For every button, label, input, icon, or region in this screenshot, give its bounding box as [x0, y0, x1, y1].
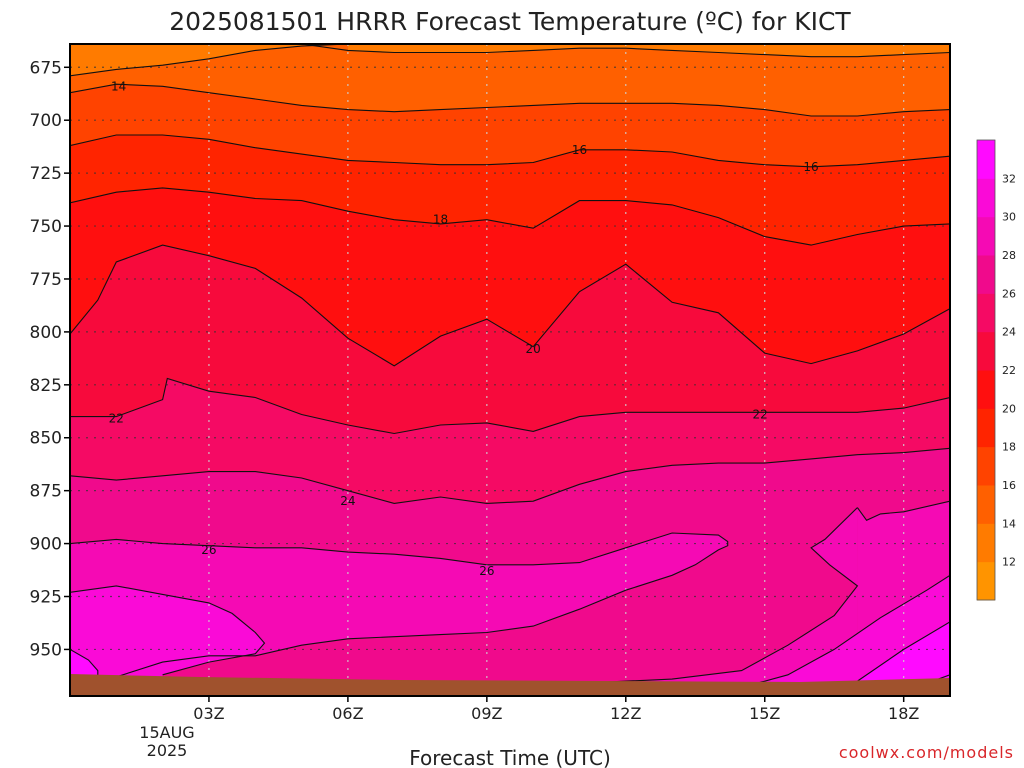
contour-line-22: [70, 244, 950, 367]
colorbar-label: 20: [1002, 402, 1016, 415]
colorbar-frame: [976, 139, 996, 601]
contour-lines: [70, 44, 950, 689]
x-axis: 03Z 06Z 09Z 12Z 15Z 18Z: [193, 696, 919, 723]
colorbar-label: 12: [1002, 556, 1016, 569]
contour-line-14: [70, 44, 348, 77]
y-tick-label: 800: [30, 323, 62, 343]
colorbar-swatch: [977, 255, 995, 294]
contour-line-24: [70, 377, 950, 435]
colorbar-swatch: [977, 446, 995, 486]
colorbar-swatch: [977, 523, 995, 563]
contour-line-20: [70, 187, 950, 246]
contour-line-30: [70, 585, 266, 676]
grid-lines: [70, 44, 950, 696]
colorbar-swatch: [977, 485, 995, 524]
contour-line-26: [70, 447, 950, 504]
plot-frame: [69, 43, 951, 697]
contour-label: 22: [752, 407, 767, 421]
contour-label: 18: [433, 213, 448, 227]
contour-line-32: [847, 621, 950, 688]
temperature-band-fill: [70, 585, 265, 696]
x-tick-label: 15Z: [749, 704, 780, 723]
temperature-band-fill: [848, 621, 950, 696]
plot-area: 14 16 16 18 20 22 22 24 26 26: [70, 44, 950, 696]
contour-label: 16: [803, 160, 818, 174]
y-tick-label: 875: [30, 482, 62, 502]
filled-contours: [70, 44, 950, 696]
y-tick-label: 950: [30, 640, 62, 660]
y-tick-label: 925: [30, 588, 62, 608]
contour-line-30: [741, 574, 950, 689]
y-axis: 675 700 725 750 775 800 825 850 875 900 925 950: [30, 58, 70, 660]
credit-label: coolwx.com/models: [839, 743, 1014, 762]
contour-label: 20: [526, 342, 541, 356]
colorbar: 12 14 16 18 20 22 24 26 28 30 32: [976, 139, 1016, 601]
colorbar-label: 28: [1002, 249, 1016, 262]
colorbar-swatch: [977, 331, 995, 371]
temperature-band-fill: [579, 507, 858, 696]
contour-line-16: [70, 83, 950, 117]
colorbar-label: 22: [1002, 364, 1016, 377]
contour-line-18: [70, 134, 950, 168]
y-tick-label: 700: [30, 111, 62, 131]
colorbar-label: 30: [1002, 211, 1016, 224]
y-tick-label: 825: [30, 376, 62, 396]
terrain-ground: [70, 674, 950, 696]
x-tick-label: 09Z: [471, 704, 502, 723]
contour-line-14: [301, 44, 950, 58]
colorbar-swatch: [977, 408, 995, 448]
colorbar-swatch: [977, 561, 995, 601]
x-axis-label: Forecast Time (UTC): [409, 746, 611, 768]
colorbar-label: 18: [1002, 441, 1016, 454]
y-tick-label: 725: [30, 164, 62, 184]
colorbar-swatch: [977, 178, 995, 218]
date-label-year: 2025: [147, 741, 188, 760]
contour-label: 26: [201, 543, 216, 557]
contour-label: 14: [111, 79, 126, 93]
colorbar-label: 32: [1002, 172, 1016, 185]
y-tick-label: 750: [30, 217, 62, 237]
contour-label: 22: [109, 412, 124, 426]
x-tick-label: 06Z: [332, 704, 363, 723]
date-label-day: 15AUG: [139, 723, 194, 742]
colorbar-label: 24: [1002, 326, 1016, 339]
colorbar-swatch: [977, 140, 995, 179]
contour-line-28: [70, 532, 729, 678]
contour-line-28: [856, 500, 950, 521]
contour-label: 16: [572, 143, 587, 157]
y-tick-label: 775: [30, 270, 62, 290]
y-tick-label: 900: [30, 535, 62, 555]
colorbar-swatch: [977, 370, 995, 409]
x-tick-label: 18Z: [888, 704, 919, 723]
y-tick-label: 675: [30, 58, 62, 78]
contour-label: 24: [340, 494, 355, 508]
x-tick-label: 03Z: [193, 704, 224, 723]
y-tick-label: 850: [30, 429, 62, 449]
colorbar-label: 14: [1002, 517, 1016, 530]
x-tick-label: 12Z: [610, 704, 641, 723]
contour-label: 26: [479, 564, 494, 578]
contour-line-28: [579, 507, 859, 684]
chart-title: 2025081501 HRRR Forecast Temperature (ºC…: [169, 7, 851, 36]
colorbar-swatch: [977, 216, 995, 256]
contour-labels: 14 16 16 18 20 22 22 24 26 26: [109, 79, 819, 578]
colorbar-label: 26: [1002, 287, 1016, 300]
colorbar-swatch: [977, 293, 995, 333]
colorbar-label: 16: [1002, 479, 1016, 492]
